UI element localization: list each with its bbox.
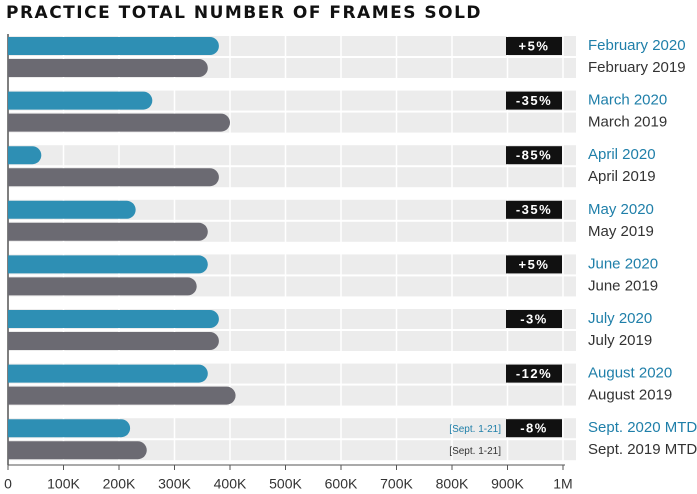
change-badge	[506, 255, 562, 274]
row-label: February 2020	[588, 37, 686, 54]
note: [Sept. 1-21]	[449, 424, 501, 435]
bar	[8, 222, 208, 241]
change-label: -35%	[516, 202, 552, 217]
bar	[8, 386, 236, 405]
row-label: May 2020	[588, 201, 654, 218]
row-label: July 2020	[588, 310, 652, 327]
bar	[8, 113, 230, 132]
row-band	[8, 418, 576, 439]
row-label: March 2020	[588, 92, 667, 109]
bar	[8, 310, 219, 328]
row-label: Sept. 2020 MTD	[588, 419, 697, 436]
change-badge	[506, 91, 562, 110]
bar	[8, 255, 208, 274]
x-tick-label: 0	[4, 476, 12, 492]
row-band	[8, 199, 576, 220]
bar	[8, 168, 219, 187]
change-label: -35%	[516, 93, 552, 108]
x-tick-label: 200K	[103, 476, 136, 492]
bar	[8, 146, 42, 165]
x-tick-label: 500K	[269, 476, 302, 492]
change-badge	[506, 419, 562, 438]
change-badge	[506, 37, 562, 55]
change-badge	[506, 310, 562, 328]
change-label: -8%	[520, 421, 548, 436]
bar	[8, 441, 147, 460]
row-label: August 2019	[588, 387, 672, 404]
bar	[8, 277, 197, 296]
x-tick-label: 600K	[325, 476, 358, 492]
bar	[8, 419, 131, 438]
x-tick-label: 400K	[214, 476, 247, 492]
x-tick-label: 700K	[380, 476, 413, 492]
change-badge	[506, 146, 562, 165]
row-label: March 2019	[588, 114, 667, 131]
bar	[8, 91, 153, 110]
change-label: +5%	[519, 257, 550, 272]
row-label: May 2019	[588, 223, 654, 240]
x-tick-label: 900K	[491, 476, 524, 492]
x-tick-label: 800K	[436, 476, 469, 492]
change-label: -85%	[516, 148, 552, 163]
change-label: +5%	[519, 38, 550, 53]
bar	[8, 364, 208, 383]
row-band	[8, 145, 576, 166]
x-tick-label: 300K	[158, 476, 191, 492]
row-label: August 2020	[588, 365, 672, 382]
change-label: -12%	[516, 366, 552, 381]
row-label: June 2019	[588, 277, 658, 294]
chart-title: PRACTICE TOTAL NUMBER OF FRAMES SOLD	[6, 3, 482, 23]
row-band	[8, 440, 576, 461]
bar	[8, 37, 219, 55]
note: [Sept. 1-21]	[449, 446, 501, 457]
row-label: February 2019	[588, 59, 686, 76]
x-tick-label: 1M	[553, 476, 572, 492]
x-tick-label: 100K	[47, 476, 80, 492]
row-label: April 2019	[588, 168, 656, 185]
bar	[8, 332, 219, 350]
row-label: April 2020	[588, 146, 656, 163]
row-label: Sept. 2019 MTD	[588, 441, 697, 458]
bar	[8, 200, 136, 219]
row-label: June 2020	[588, 255, 658, 272]
change-badge	[506, 364, 562, 383]
change-label: -3%	[520, 311, 548, 326]
bar	[8, 59, 208, 77]
row-label: July 2019	[588, 332, 652, 349]
change-badge	[506, 200, 562, 219]
